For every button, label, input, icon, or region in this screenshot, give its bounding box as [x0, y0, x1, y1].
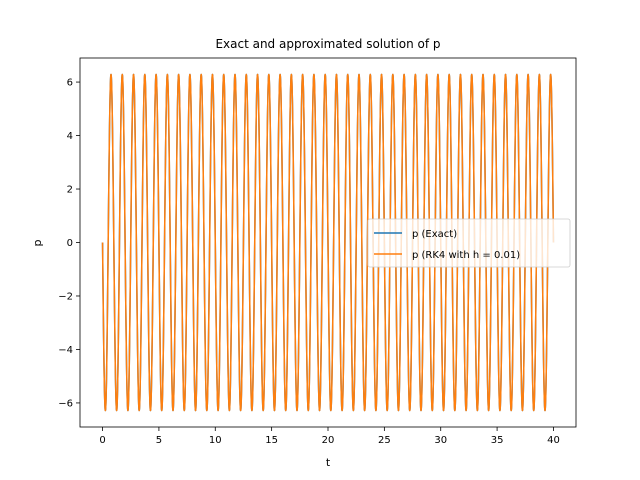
x-tick-label: 0: [99, 435, 105, 446]
y-tick-label: −2: [58, 291, 73, 302]
legend-label-exact: p (Exact): [412, 229, 457, 240]
y-axis-ticks: −6 −4 −2 0 2 4 6: [58, 78, 80, 409]
y-tick-label: −4: [58, 345, 73, 356]
y-axis-label: p: [31, 239, 44, 246]
x-tick-label: 20: [322, 435, 335, 446]
x-tick-label: 40: [547, 435, 560, 446]
x-axis-label: t: [326, 456, 331, 469]
chart-title: Exact and approximated solution of p: [215, 37, 440, 51]
y-tick-label: 4: [67, 131, 73, 142]
legend-label-rk4: p (RK4 with h = 0.01): [412, 250, 520, 261]
x-axis-ticks: 0 5 10 15 20 25 30 35 40: [99, 427, 560, 446]
y-tick-label: 6: [67, 78, 73, 89]
legend: p (Exact) p (RK4 with h = 0.01): [367, 218, 571, 268]
x-tick-label: 15: [265, 435, 278, 446]
y-tick-label: −6: [58, 398, 73, 409]
series-line-rk4: [101, 73, 555, 412]
x-tick-label: 5: [156, 435, 162, 446]
x-tick-label: 30: [434, 435, 447, 446]
legend-box: [367, 218, 571, 268]
x-tick-label: 25: [378, 435, 391, 446]
x-tick-label: 10: [209, 435, 222, 446]
y-tick-label: 2: [67, 185, 73, 196]
y-tick-label: 0: [67, 238, 73, 249]
x-tick-label: 35: [491, 435, 504, 446]
